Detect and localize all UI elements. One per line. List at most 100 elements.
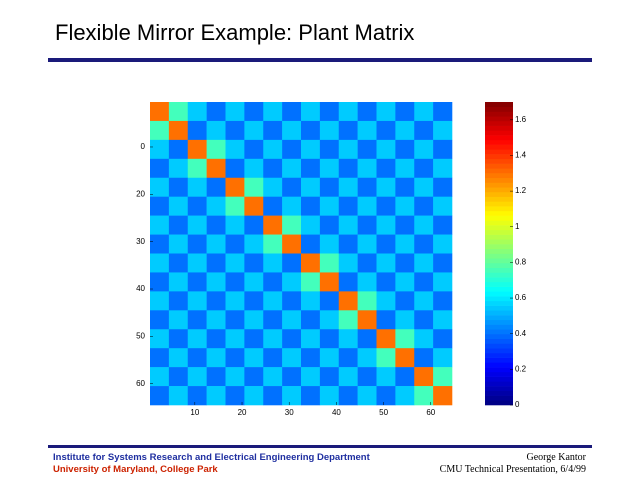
heatmap-cell (150, 102, 170, 122)
heatmap-cell (414, 310, 434, 330)
heatmap-cell (433, 158, 453, 179)
heatmap-cell (319, 348, 340, 368)
heatmap-cell (357, 139, 377, 160)
heatmap-cell (168, 234, 189, 254)
heatmap-cell (244, 102, 264, 122)
colorbar-band (485, 201, 513, 207)
x-tick-label: 20 (238, 408, 247, 417)
heatmap-cell (263, 196, 283, 216)
heatmap-cell (433, 102, 453, 122)
heatmap-cell (225, 386, 245, 406)
heatmap-cell (395, 158, 415, 179)
colorbar-band (485, 163, 513, 169)
heatmap-cell (395, 102, 415, 122)
heatmap-cell (376, 215, 396, 235)
heatmap-cell (338, 234, 358, 254)
heatmap-cell (319, 367, 340, 387)
footer-event: CMU Technical Presentation, 6/4/99 (440, 464, 586, 475)
heatmap-cell (168, 177, 189, 197)
heatmap-cell (168, 272, 189, 292)
heatmap-cell (168, 310, 189, 330)
heatmap-cell (187, 291, 207, 311)
colorbar-band (485, 262, 513, 269)
heatmap-cell (244, 196, 264, 216)
colorbar-band (485, 206, 513, 212)
heatmap-cell (168, 139, 189, 160)
heatmap-cell (225, 102, 245, 122)
heatmap-cell (206, 215, 226, 235)
heatmap-cell (301, 291, 321, 311)
colorbar-band (485, 173, 513, 179)
heatmap-cell (263, 120, 283, 141)
heatmap-cell (319, 291, 340, 311)
heatmap-cell (319, 120, 340, 141)
heatmap-cell (263, 139, 283, 160)
heatmap-cell (433, 215, 453, 235)
heatmap-cell (263, 367, 283, 387)
heatmap-cell (319, 329, 340, 349)
heatmap-cell (244, 120, 264, 141)
heatmap-cell (263, 215, 283, 235)
heatmap-cell (263, 386, 283, 406)
heatmap-cell (244, 234, 264, 254)
heatmap-cell (414, 158, 434, 179)
heatmap-cell (433, 177, 453, 197)
colorbar-band (485, 362, 513, 368)
heatmap-cell (150, 386, 170, 406)
heatmap-cell (433, 139, 453, 160)
colorbar-band (485, 367, 513, 373)
x-tick-label: 40 (332, 408, 341, 417)
heatmap-cell (414, 348, 434, 368)
heatmap-cell (433, 386, 453, 406)
heatmap-cell (282, 177, 302, 197)
colorbar-band (485, 333, 513, 340)
heatmap-cell (168, 329, 189, 349)
heatmap-cell (206, 386, 226, 406)
heatmap-cell (168, 253, 189, 273)
heatmap-cell (168, 291, 189, 311)
colorbar-band (485, 267, 513, 273)
heatmap-cell (433, 253, 453, 273)
heatmap-cell (244, 272, 264, 292)
heatmap-cell (414, 386, 434, 406)
colorbar-band (485, 125, 513, 131)
heatmap-cell (187, 348, 207, 368)
colorbar-tick-label: 0.4 (515, 329, 527, 338)
colorbar-band (485, 400, 513, 406)
colorbar-band (485, 258, 513, 264)
colorbar-band (485, 291, 513, 297)
heatmap-cell (301, 120, 321, 141)
heatmap-cell (225, 272, 245, 292)
heatmap-cell (433, 329, 453, 349)
heatmap-cell (206, 158, 226, 179)
heatmap-cell (319, 158, 340, 179)
heatmap-cell (376, 120, 396, 141)
colorbar-band (485, 135, 513, 141)
colorbar-band (485, 324, 513, 330)
colorbar-band (485, 120, 513, 126)
colorbar-band (485, 239, 513, 245)
heatmap-cell (357, 120, 377, 141)
heatmap-cell (263, 310, 283, 330)
colorbar-band (485, 111, 513, 117)
heatmap-cell (395, 329, 415, 349)
heatmap-cell (225, 348, 245, 368)
heatmap-cell (282, 139, 302, 160)
heatmap-cell (395, 348, 415, 368)
colorbar-tick-label: 0 (515, 400, 520, 409)
heatmap-cell (150, 272, 170, 292)
heatmap-cell (376, 234, 396, 254)
heatmap-cell (150, 348, 170, 368)
heatmap-cell (150, 310, 170, 330)
heatmap-cell (150, 196, 170, 216)
footer-university: University of Maryland, College Park (53, 464, 218, 475)
heatmap-cell (187, 367, 207, 387)
colorbar-band (485, 248, 513, 254)
heatmap-cell (168, 120, 189, 141)
x-tick-label: 60 (426, 408, 435, 417)
colorbar-band (485, 319, 513, 325)
colorbar-band (485, 329, 513, 335)
heatmap-cell (187, 272, 207, 292)
heatmap-cell (244, 139, 264, 160)
